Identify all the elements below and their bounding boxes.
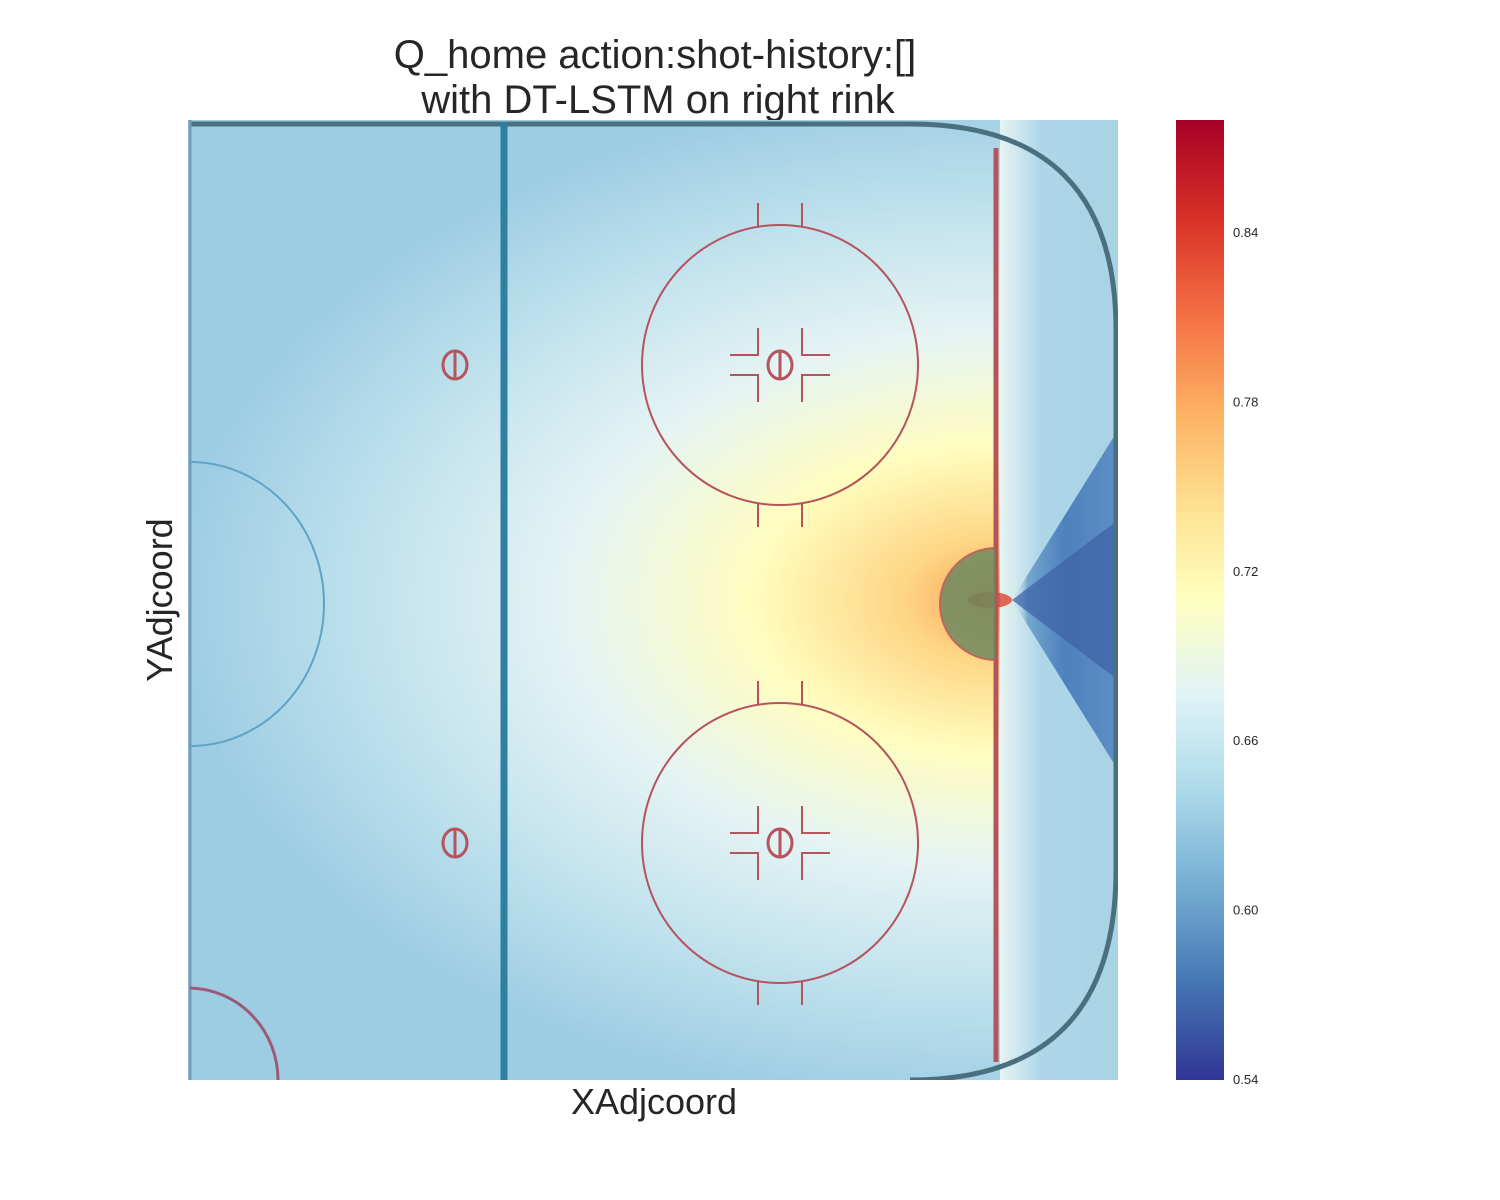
- y-axis-label: YAdjcoord: [139, 518, 180, 681]
- rink-boards: [190, 121, 1118, 1080]
- center-circle: [189, 461, 325, 747]
- colorbar-tick-label: 0.84: [1233, 225, 1258, 240]
- chart-title-line-2: with DT-LSTM on right rink: [420, 78, 895, 122]
- faceoff-dot-bottom-neutral: [441, 827, 469, 859]
- colorbar-tick-label: 0.78: [1233, 394, 1258, 409]
- heatmap-low-core: [1012, 520, 1118, 680]
- x-axis-label: XAdjcoord: [571, 1081, 737, 1122]
- faceoff-circle-top: [641, 203, 919, 527]
- colorbar-tick-label: 0.72: [1233, 564, 1258, 579]
- colorbar-tick-label: 0.60: [1233, 903, 1258, 918]
- goal-crease: [939, 546, 997, 662]
- colorbar-gradient: [1176, 120, 1224, 1080]
- faceoff-circle-bottom: [641, 681, 919, 1005]
- corner-arc: [189, 986, 280, 1080]
- colorbar: 0.84 0.78 0.72 0.66 0.60 0.54: [1176, 120, 1258, 1087]
- faceoff-dot-top-neutral: [441, 349, 469, 381]
- rink-markings: [188, 120, 1118, 1080]
- colorbar-tick-label: 0.66: [1233, 733, 1258, 748]
- colorbar-tick-label: 0.54: [1233, 1072, 1258, 1087]
- chart-title-line-1: Q_home action:shot-history:[]: [394, 33, 916, 77]
